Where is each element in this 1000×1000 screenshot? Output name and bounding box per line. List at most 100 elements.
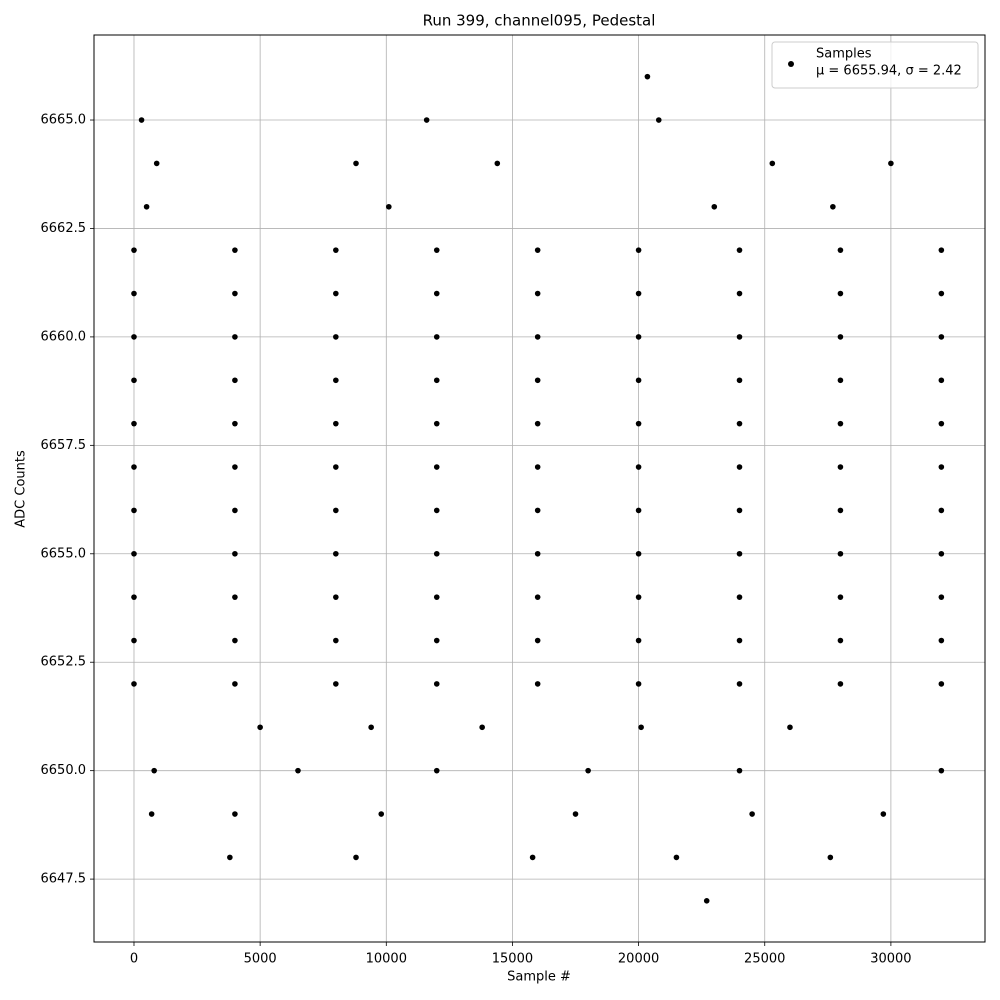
x-tick-label: 5000 bbox=[244, 952, 277, 967]
point bbox=[232, 334, 238, 340]
point bbox=[333, 464, 339, 470]
point bbox=[534, 464, 541, 470]
y-tick-label: 6660.0 bbox=[41, 329, 87, 344]
point bbox=[333, 594, 339, 600]
point bbox=[534, 247, 541, 253]
y-tick-label: 6652.5 bbox=[41, 655, 87, 670]
point bbox=[148, 811, 155, 817]
point bbox=[131, 334, 137, 340]
point bbox=[131, 290, 137, 297]
y-axis-label: ADC Counts bbox=[14, 450, 29, 528]
plot-frame bbox=[93, 34, 986, 943]
point bbox=[232, 637, 238, 644]
point bbox=[837, 334, 844, 340]
point bbox=[153, 160, 160, 167]
point bbox=[423, 117, 430, 123]
point bbox=[635, 334, 642, 340]
point bbox=[837, 637, 844, 644]
point bbox=[736, 464, 743, 470]
legend-box bbox=[771, 41, 979, 89]
point bbox=[837, 681, 844, 687]
y-tick-label: 6657.5 bbox=[41, 438, 87, 453]
point bbox=[635, 681, 642, 687]
x-axis-label: Sample # bbox=[507, 970, 571, 985]
point bbox=[830, 203, 836, 210]
point bbox=[433, 464, 440, 470]
legend: Samples μ = 6655.94, σ = 2.42 bbox=[771, 41, 979, 89]
point bbox=[257, 724, 263, 731]
point bbox=[837, 594, 844, 600]
point bbox=[736, 767, 743, 774]
point bbox=[635, 377, 642, 384]
point bbox=[635, 420, 642, 427]
point bbox=[938, 464, 945, 470]
point bbox=[232, 811, 238, 817]
point bbox=[333, 334, 339, 340]
point bbox=[837, 550, 844, 557]
point bbox=[138, 117, 145, 123]
point bbox=[333, 507, 339, 514]
point bbox=[711, 203, 718, 210]
point bbox=[479, 724, 485, 731]
point bbox=[494, 160, 501, 167]
point bbox=[333, 290, 339, 297]
point bbox=[673, 854, 680, 861]
point bbox=[938, 507, 945, 514]
point bbox=[534, 637, 541, 644]
point bbox=[433, 681, 440, 687]
point bbox=[837, 464, 844, 470]
y-tick-label: 6647.5 bbox=[41, 872, 87, 887]
point bbox=[635, 637, 642, 644]
x-tick-label: 10000 bbox=[366, 952, 407, 967]
point bbox=[635, 247, 642, 253]
y-tick-label: 6650.0 bbox=[41, 763, 87, 778]
point bbox=[295, 767, 301, 774]
point bbox=[232, 420, 238, 427]
legend-stats: μ = 6655.94, σ = 2.42 bbox=[816, 64, 962, 79]
x-tick-label: 30000 bbox=[870, 952, 911, 967]
point bbox=[368, 724, 374, 731]
legend-marker bbox=[788, 61, 794, 67]
point bbox=[655, 117, 662, 123]
point bbox=[232, 247, 238, 253]
point bbox=[227, 854, 233, 861]
point bbox=[433, 334, 440, 340]
x-tick-label: 25000 bbox=[744, 952, 785, 967]
point bbox=[736, 507, 743, 514]
point bbox=[143, 203, 150, 210]
point bbox=[232, 464, 238, 470]
point bbox=[131, 550, 137, 557]
point bbox=[837, 290, 844, 297]
point bbox=[333, 637, 339, 644]
point bbox=[635, 464, 642, 470]
point bbox=[433, 550, 440, 557]
point bbox=[644, 73, 651, 80]
point bbox=[433, 247, 440, 253]
point bbox=[232, 507, 238, 514]
point bbox=[333, 550, 339, 557]
point bbox=[736, 290, 743, 297]
y-tick-label: 6665.0 bbox=[41, 113, 87, 128]
point bbox=[888, 160, 894, 167]
point bbox=[131, 464, 137, 470]
point bbox=[534, 290, 541, 297]
x-tick-label: 15000 bbox=[492, 952, 533, 967]
chart-title: Run 399, channel095, Pedestal bbox=[423, 12, 656, 30]
point bbox=[433, 290, 440, 297]
point bbox=[151, 767, 157, 774]
point bbox=[131, 377, 137, 384]
grid bbox=[94, 35, 985, 942]
point bbox=[433, 507, 440, 514]
point bbox=[938, 594, 945, 600]
point bbox=[131, 420, 137, 427]
point bbox=[534, 594, 541, 600]
point bbox=[333, 420, 339, 427]
y-tick-label: 6655.0 bbox=[41, 546, 87, 561]
point bbox=[938, 637, 945, 644]
point bbox=[938, 334, 945, 340]
point bbox=[232, 681, 238, 687]
point bbox=[529, 854, 536, 861]
points bbox=[131, 73, 945, 904]
point bbox=[635, 507, 642, 514]
